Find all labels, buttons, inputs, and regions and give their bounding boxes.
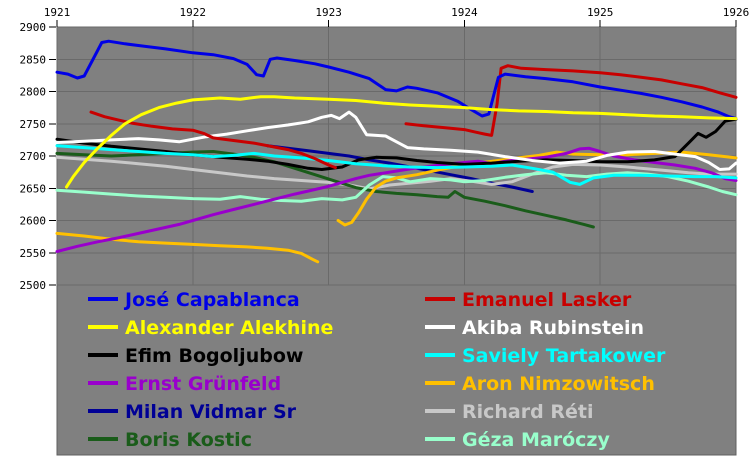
legend: José Capablanca Emanuel Lasker Alexander A… [88, 289, 666, 451]
legend-label: Efim Bogoljubow [125, 345, 303, 367]
x-tick-label: 1923 [315, 6, 342, 19]
x-tick-label: 1926 [723, 6, 750, 19]
y-tick-label: 2550 [20, 247, 47, 260]
y-tick-label: 2700 [20, 150, 47, 163]
series-line-g-za-mar-czy [55, 171, 738, 203]
legend-label: Emanuel Lasker [462, 289, 632, 311]
legend-label: Boris Kostic [125, 429, 252, 451]
legend-label: José Capablanca [123, 289, 300, 311]
series-lines [55, 39, 738, 264]
legend-label: Milan Vidmar Sr [125, 401, 297, 423]
y-tick-label: 2650 [20, 182, 47, 195]
legend-label: Alexander Alekhine [125, 317, 333, 339]
y-tick-label: 2500 [20, 279, 47, 292]
series-line-richard-r-ti [55, 155, 738, 191]
y-tick-label: 2750 [20, 118, 47, 131]
legend-label: Aron Nimzowitsch [462, 373, 655, 395]
legend-label: Richard Réti [462, 401, 593, 423]
series-line-akiba-rubinstein [55, 110, 738, 171]
x-tick-label: 1922 [180, 6, 207, 19]
x-tick-label: 1924 [451, 6, 478, 19]
legend-label: Ernst Grünfeld [125, 373, 281, 395]
y-tick-label: 2600 [20, 215, 47, 228]
x-tick-label: 1925 [587, 6, 614, 19]
plot-area [56, 26, 737, 456]
y-tick-label: 2850 [20, 53, 47, 66]
series-line-jos-capablanca [55, 39, 738, 121]
series-line-emanuel-lasker [404, 64, 738, 137]
legend-label: Akiba Rubinstein [462, 317, 644, 339]
legend-label: Géza Maróczy [462, 429, 610, 451]
legend-label: Saviely Tartakower [462, 345, 666, 367]
y-tick-label: 2800 [20, 86, 47, 99]
series-line-saviely-tartakower [55, 144, 738, 186]
y-tick-label: 2900 [20, 21, 47, 34]
x-tick-label: 1921 [44, 6, 71, 19]
axes: 1921 1922 1923 1924 1925 1926 2900 2850 2800 2750… [20, 6, 750, 292]
series-line-alexander-alekhine [65, 95, 738, 189]
